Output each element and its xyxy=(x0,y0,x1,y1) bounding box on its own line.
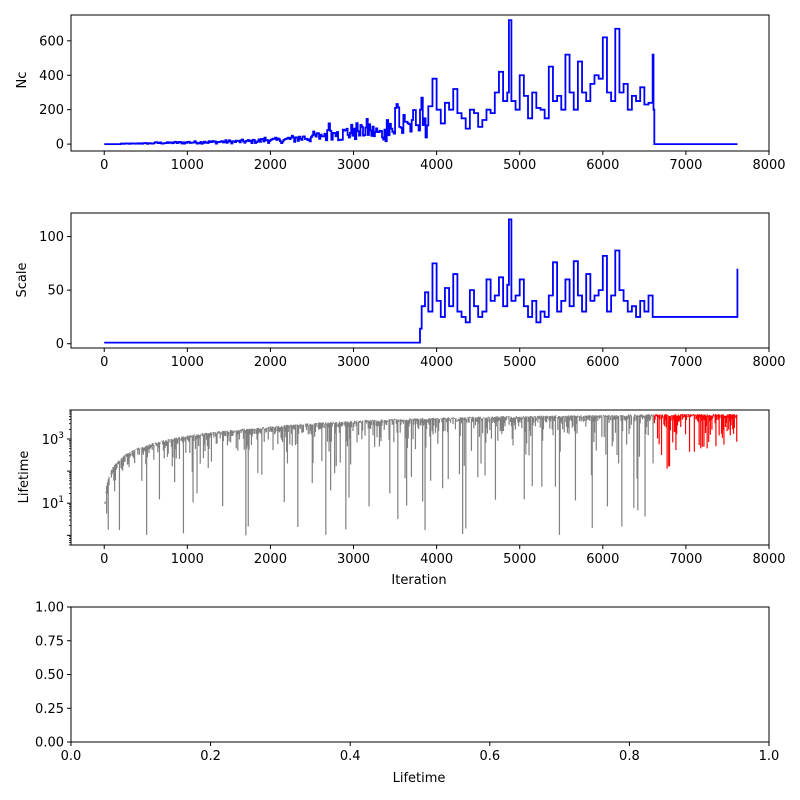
x-tick-label: 6000 xyxy=(586,158,619,173)
x-tick-label: 7000 xyxy=(669,355,702,370)
x-tick-label: 0.0 xyxy=(61,749,82,764)
x-tick-label: 1.0 xyxy=(759,749,780,764)
x-tick-label: 0.4 xyxy=(340,749,361,764)
x-tick-label: 0 xyxy=(100,552,108,567)
nc-ylabel: Nc xyxy=(15,72,30,89)
axes-frame xyxy=(70,409,770,546)
axes-frame xyxy=(70,212,770,349)
y-tick-label: 1.00 xyxy=(35,601,64,616)
x-tick-label: 2000 xyxy=(254,355,287,370)
y-tick-label: 0.75 xyxy=(35,634,64,649)
series-group xyxy=(104,218,739,344)
y-tick-label: 0 xyxy=(56,337,64,352)
x-tick-label: 2000 xyxy=(254,552,287,567)
y-tick-label: 103 xyxy=(42,431,64,448)
x-tick-label: 0 xyxy=(100,158,108,173)
x-tick-label: 3000 xyxy=(337,355,370,370)
x-tick-label: 1000 xyxy=(171,552,204,567)
x-tick-label: 8000 xyxy=(752,158,785,173)
series-envelope-0 xyxy=(103,414,655,536)
y-tick-label: 600 xyxy=(39,34,64,49)
x-tick-label: 7000 xyxy=(669,552,702,567)
y-tick-label: 0.50 xyxy=(35,668,64,683)
series-envelope-1 xyxy=(653,414,738,469)
scale-plot-area: 0 1000 2000 3000 4000 5000 6000 7000 8000 0 50 100 xyxy=(39,212,786,370)
series-group xyxy=(103,414,738,536)
series-group xyxy=(104,19,738,146)
y-tick-label: 0.00 xyxy=(35,736,64,751)
histogram-plot-area: 0.0 0.2 0.4 0.6 0.8 1.0 0.00 0.25 0.50 0.75 1.00 xyxy=(35,601,779,765)
x-tick-label: 0.6 xyxy=(479,749,500,764)
nc-plot-area: 0 1000 2000 3000 4000 5000 6000 7000 8000 0 200 400… xyxy=(39,14,786,173)
y-tick-label: 0 xyxy=(56,138,64,153)
x-tick-label: 4000 xyxy=(420,158,453,173)
x-tick-label: 6000 xyxy=(586,552,619,567)
x-tick-label: 3000 xyxy=(337,158,370,173)
x-tick-label: 8000 xyxy=(752,355,785,370)
x-tick-label: 5000 xyxy=(503,355,536,370)
x-tick-label: 4000 xyxy=(420,552,453,567)
x-tick-label: 0.2 xyxy=(200,749,221,764)
series-line-0 xyxy=(104,19,738,146)
y-tick-label: 200 xyxy=(39,103,64,118)
x-tick-label: 3000 xyxy=(337,552,370,567)
x-tick-label: 0.8 xyxy=(619,749,640,764)
x-tick-label: 1000 xyxy=(171,355,204,370)
x-tick-label: 4000 xyxy=(420,355,453,370)
nc-panel: 0 1000 2000 3000 4000 5000 6000 7000 8000 0 200 400… xyxy=(15,14,786,173)
lifetime-ylabel: Lifetime xyxy=(17,451,32,504)
scale-panel: 0 1000 2000 3000 4000 5000 6000 7000 8000050100 … xyxy=(15,212,786,370)
x-tick-label: 5000 xyxy=(503,158,536,173)
histogram-panel: 0.0 0.2 0.4 0.6 0.8 1.0 0.00 0.25 0.50 0.75 1.00 L… xyxy=(35,601,779,787)
y-tick-label: 100 xyxy=(39,230,64,245)
x-tick-label: 0 xyxy=(100,355,108,370)
axes-frame xyxy=(70,14,770,152)
lifetime-panel: 0 1000 2000 3000 4000 5000 6000 7000 8000101103 … xyxy=(17,409,786,588)
y-tick-label: 400 xyxy=(39,69,64,84)
x-tick-label: 5000 xyxy=(503,552,536,567)
x-tick-label: 2000 xyxy=(254,158,287,173)
y-tick-label: 50 xyxy=(47,284,64,299)
x-tick-label: 1000 xyxy=(171,158,204,173)
x-tick-label: 7000 xyxy=(669,158,702,173)
x-tick-label: 8000 xyxy=(752,552,785,567)
x-tick-label: 6000 xyxy=(586,355,619,370)
histogram-xlabel: Lifetime xyxy=(393,771,446,786)
iteration-xlabel: Iteration xyxy=(391,573,446,588)
lifetime-plot-area: 0 1000 2000 3000 4000 5000 6000 7000 8000 101 103 xyxy=(42,409,786,567)
y-tick-label: 0.25 xyxy=(35,702,64,717)
series-line-0 xyxy=(104,218,739,344)
scale-ylabel: Scale xyxy=(15,263,30,298)
y-tick-label: 101 xyxy=(42,495,64,512)
